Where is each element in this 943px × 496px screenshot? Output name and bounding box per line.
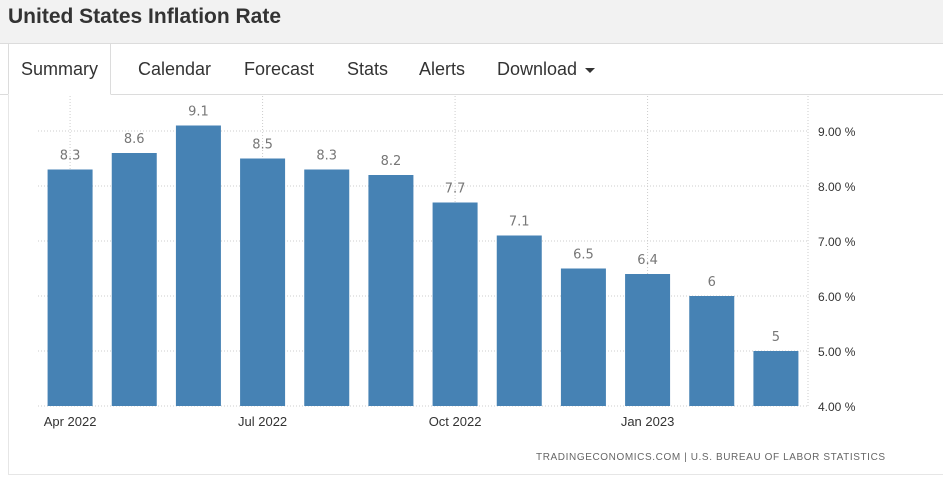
tab-forecast[interactable]: Forecast (244, 59, 315, 79)
y-tick-label: 5.00 % (818, 345, 856, 359)
tab-download-label: Download (497, 59, 578, 79)
tab-stats[interactable]: Stats (347, 59, 389, 79)
bar-value-label: 6 (708, 275, 716, 290)
bar-value-label: 6.5 (573, 248, 594, 263)
bar-value-label: 8.6 (124, 132, 145, 147)
bar (47, 169, 93, 406)
bar (432, 202, 478, 406)
page-title: United States Inflation Rate (8, 5, 282, 28)
caret-down-icon (585, 67, 596, 73)
bar (304, 169, 350, 406)
bar-value-label: 5 (772, 330, 780, 345)
bar (175, 125, 221, 406)
bar-value-label: 7.1 (509, 215, 530, 230)
x-tick-label: Jul 2022 (238, 414, 287, 429)
bar-value-label: 8.3 (60, 149, 81, 164)
bar (689, 296, 735, 406)
y-tick-label: 9.00 % (818, 125, 856, 139)
chart-panel (8, 95, 943, 475)
header-bar: United States Inflation Rate (0, 0, 943, 43)
bar (560, 268, 606, 406)
bar-value-label: 6.4 (637, 253, 658, 268)
bar (240, 158, 286, 406)
bar (496, 235, 542, 406)
tab-summary[interactable]: Summary (8, 43, 112, 95)
bar-value-label: 8.5 (252, 138, 273, 153)
bar (368, 175, 414, 406)
bar (111, 153, 157, 406)
bar-value-label: 8.3 (316, 149, 337, 164)
bar (625, 274, 671, 406)
x-tick-label: Jan 2023 (621, 414, 675, 429)
y-tick-label: 8.00 % (818, 180, 856, 194)
tab-bar: Summary Calendar Forecast Stats Alerts D… (0, 43, 943, 95)
tab-calendar[interactable]: Calendar (138, 59, 212, 79)
x-tick-label: Oct 2022 (429, 414, 482, 429)
y-tick-label: 7.00 % (818, 235, 856, 249)
bar-value-label: 9.1 (188, 105, 209, 120)
tab-download[interactable]: Download (497, 44, 596, 95)
bar (753, 351, 799, 406)
tab-alerts[interactable]: Alerts (419, 59, 466, 79)
y-tick-label: 4.00 % (818, 400, 856, 414)
bar-value-label: 8.2 (381, 154, 402, 169)
y-tick-label: 6.00 % (818, 290, 856, 304)
bar-value-label: 7.7 (445, 182, 466, 197)
chart-source: TRADINGECONOMICS.COM | U.S. BUREAU OF LA… (536, 452, 886, 463)
x-tick-label: Apr 2022 (44, 414, 97, 429)
